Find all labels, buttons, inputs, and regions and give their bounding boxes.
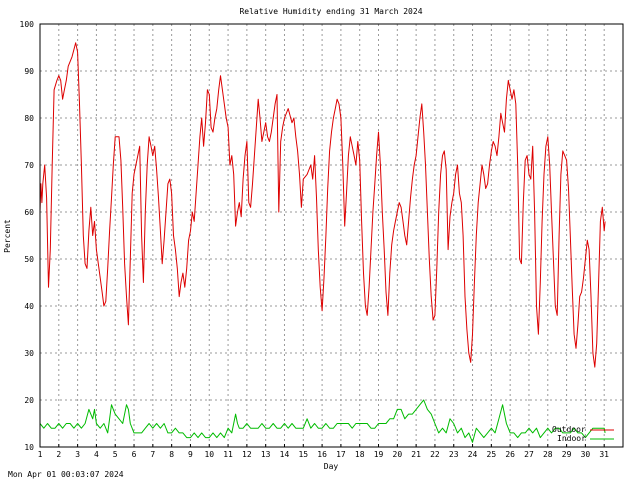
plot-frame: [39, 23, 624, 448]
timestamp: Mon Apr 01 00:03:07 2024: [8, 470, 124, 479]
y-tick-label: 100: [20, 20, 35, 29]
y-tick-labels: 10 20 30 40 50 60 70 80 90 100: [20, 20, 35, 452]
y-tick-label: 70: [24, 161, 34, 170]
x-tick-label: 11: [223, 450, 233, 459]
x-tick-label: 21: [411, 450, 421, 459]
x-tick-label: 22: [430, 450, 440, 459]
x-tick-label: 12: [242, 450, 252, 459]
x-axis-label: Day: [324, 462, 339, 471]
x-tick-label: 3: [75, 450, 80, 459]
x-tick-label: 14: [280, 450, 290, 459]
x-tick-label: 9: [188, 450, 193, 459]
x-tick-label: 23: [449, 450, 459, 459]
y-tick-label: 40: [24, 302, 34, 311]
x-tick-label: 30: [581, 450, 591, 459]
x-tick-label: 2: [56, 450, 61, 459]
series-line-indoor: [39, 399, 606, 443]
x-tick-label: 27: [524, 450, 534, 459]
x-tick-label: 15: [298, 450, 308, 459]
x-tick-label: 8: [169, 450, 174, 459]
y-tick-label: 50: [24, 255, 34, 264]
legend-label-indoor: Indoor: [557, 434, 586, 443]
x-tick-label: 31: [599, 450, 609, 459]
x-tick-label: 29: [562, 450, 572, 459]
x-tick-labels: 1 2 3 4 5 6 7 8 9 10 11 12 13 14 15 16 17 18 19 20 21 22 23 24 2…: [38, 450, 610, 459]
series-line-outdoor: [39, 42, 606, 368]
chart-title: Relative Humidity ending 31 March 2024: [239, 7, 422, 16]
y-tick-label: 90: [24, 67, 34, 76]
y-tick-label: 60: [24, 208, 34, 217]
y-tick-label: 20: [24, 396, 34, 405]
y-tick-label: 10: [24, 443, 34, 452]
x-tick-label: 13: [261, 450, 271, 459]
y-axis-label: Percent: [3, 219, 12, 253]
series-lines: [39, 42, 606, 443]
grid-lines: [39, 23, 623, 448]
x-tick-label: 19: [374, 450, 384, 459]
x-tick-label: 1: [38, 450, 43, 459]
x-tick-label: 18: [355, 450, 365, 459]
x-tick-label: 25: [487, 450, 497, 459]
x-tick-label: 20: [393, 450, 403, 459]
x-tick-label: 28: [543, 450, 553, 459]
x-tick-label: 16: [317, 450, 327, 459]
x-tick-label: 10: [204, 450, 214, 459]
x-tick-label: 24: [468, 450, 478, 459]
y-tick-label: 80: [24, 114, 34, 123]
y-tick-label: 30: [24, 349, 34, 358]
legend: Outdoor Indoor: [552, 425, 614, 443]
x-tick-label: 5: [113, 450, 118, 459]
x-tick-label: 7: [150, 450, 155, 459]
x-tick-label: 6: [132, 450, 137, 459]
x-tick-label: 4: [94, 450, 99, 459]
x-tick-label: 17: [336, 450, 346, 459]
legend-label-outdoor: Outdoor: [552, 425, 586, 434]
x-tick-label: 26: [505, 450, 515, 459]
